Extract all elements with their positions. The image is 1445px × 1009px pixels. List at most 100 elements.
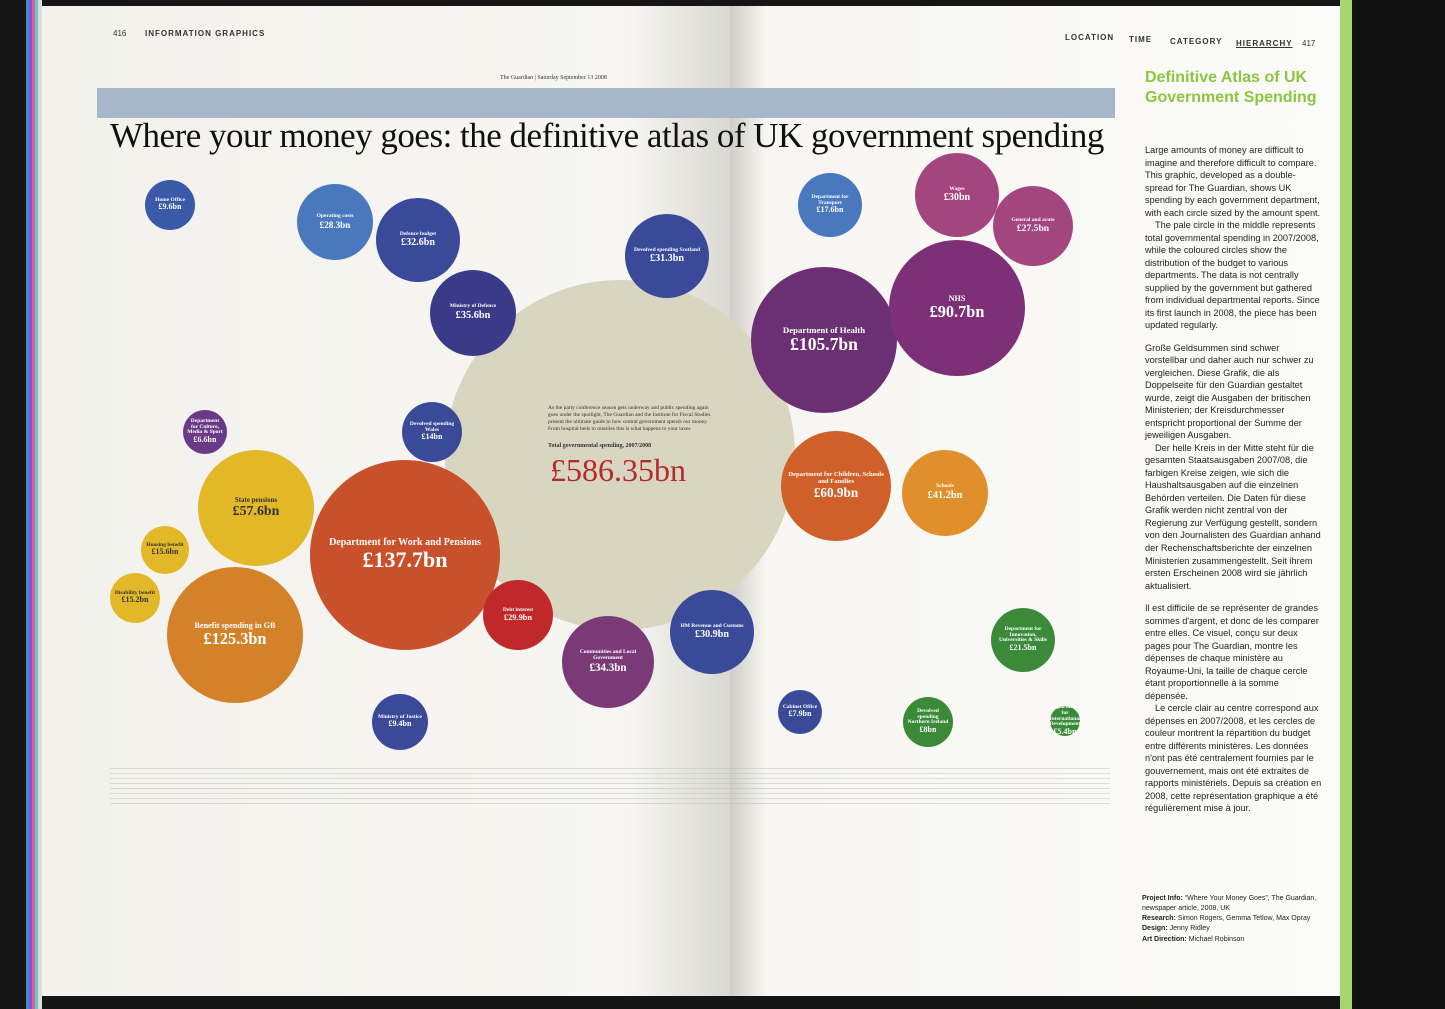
bubble-amount: £5.4bn	[1053, 727, 1077, 737]
bubble-label: Devolved spending Northern Ireland	[907, 707, 949, 726]
bubble-label: Ministry of Defence	[449, 303, 497, 310]
bubble: Department for Innovation, Universities …	[991, 608, 1055, 672]
bubble: Communities and Local Government £34.3bn	[562, 616, 654, 708]
bubble-amount: £17.6bn	[816, 205, 844, 215]
bubble-amount: £41.2bn	[927, 490, 963, 502]
bubble-amount: £30bn	[943, 192, 971, 204]
bubble: Debt interest £29.9bn	[483, 580, 553, 650]
bubble-label: Defence budget	[399, 230, 437, 237]
bubble-label: Schools	[936, 483, 954, 490]
bubble-label: Department of Health	[782, 324, 866, 335]
bubble-label: Department for International Development	[1049, 704, 1081, 728]
intro-text: As the party conference season gets unde…	[548, 405, 711, 433]
bubble: State pensions £57.6bn	[198, 450, 314, 566]
bubble-label: Department for Work and Pensions	[329, 536, 481, 548]
bubble: Defence budget £32.6bn	[376, 198, 460, 282]
bubble-label: State pensions	[234, 495, 278, 504]
paragraph: The pale circle in the middle represents…	[1145, 220, 1320, 331]
bubble: Wages £30bn	[915, 153, 999, 237]
bubble: Department of Health £105.7bn	[751, 267, 897, 413]
bubble: Devolved spending Wales £14bn	[402, 402, 462, 462]
bubble-amount: £9.4bn	[388, 719, 412, 729]
credit-line: Project Info: “Where Your Money Goes”, T…	[1142, 894, 1332, 914]
credit-label: Project Info:	[1142, 895, 1183, 902]
bubble-amount: £27.5bn	[1016, 222, 1050, 234]
bubble-amount: £57.6bn	[232, 503, 280, 519]
book-edge	[1340, 0, 1352, 1009]
bubble: Department for Transport £17.6bn	[798, 173, 862, 237]
book-edge	[26, 0, 42, 1009]
bubble: Devolved spending Northern Ireland £8bn	[903, 697, 953, 747]
bubble-amount: £90.7bn	[929, 302, 985, 322]
bubble-label: Devolved spending Wales	[409, 420, 455, 433]
bubble: Ministry of Justice £9.4bn	[372, 694, 428, 750]
bubble-amount: £137.7bn	[362, 547, 448, 573]
bubble: Ministry of Defence £35.6bn	[430, 270, 516, 356]
total-label: Total governmental spending, 2007/2008	[548, 443, 652, 449]
bubble-amount: £105.7bn	[790, 333, 858, 354]
header-bar	[97, 88, 1115, 118]
bubble-amount: £9.6bn	[158, 202, 182, 212]
bubble-label: Ministry of Justice	[378, 713, 422, 720]
credit-line: Design: Jenny Ridley	[1142, 924, 1332, 934]
bubble-label: Housing benefit	[146, 541, 184, 548]
bubble-amount: £8bn	[919, 725, 937, 735]
bubble: Department for Children, Schools and Fam…	[781, 431, 891, 541]
bubble: Housing benefit £15.6bn	[141, 526, 189, 574]
page-number: 416	[113, 29, 127, 38]
background	[1352, 0, 1445, 1009]
bubble-amount: £14bn	[421, 432, 443, 442]
bubble: Schools £41.2bn	[902, 450, 988, 536]
credit-label: Art Direction:	[1142, 935, 1187, 943]
paragraph: Große Geldsummen sind schwer vorstellbar…	[1145, 342, 1314, 441]
bubble-amount: £125.3bn	[203, 629, 267, 649]
bubble-label: HM Revenue and Customs	[680, 622, 744, 629]
bubble-label: NHS	[948, 293, 966, 303]
bubble-amount: £7.9bn	[788, 709, 812, 719]
bubble-amount: £31.3bn	[650, 253, 684, 265]
bubble-label: Department for Innovation, Universities …	[999, 625, 1047, 644]
nav-item: CATEGORY	[1170, 37, 1223, 46]
credit-text: Jenny Ridley	[1169, 925, 1210, 933]
bubble-amount: £15.6bn	[151, 547, 179, 557]
bubble: Benefit spending in GB £125.3bn	[167, 567, 303, 703]
bubble-amount: £29.9bn	[503, 613, 533, 623]
page-number: 417	[1302, 39, 1316, 48]
credit-text: Michael Robinson	[1188, 935, 1245, 943]
bubble-amount: £28.3bn	[319, 219, 351, 230]
newspaper-date: The Guardian | Saturday September 13 200…	[500, 75, 607, 81]
nav-item: HIERARCHY	[1236, 39, 1293, 48]
bubble-amount: £6.6bn	[193, 435, 217, 445]
bubble-label: Devolved spending Scotland	[633, 246, 700, 253]
bubble-label: Cabinet Office	[782, 703, 818, 710]
bubble-label: Department for Children, Schools and Fam…	[788, 470, 884, 485]
bubble-amount: £32.6bn	[401, 237, 435, 249]
bubble: Operating costs £28.3bn	[297, 184, 373, 260]
bubble-amount: £60.9bn	[813, 484, 859, 500]
bubble-label: Wages	[949, 185, 965, 192]
bubble-amount: £34.3bn	[589, 661, 627, 674]
bubble-label: Disability benefit	[114, 589, 156, 596]
nav-item: TIME	[1129, 35, 1153, 44]
notes	[110, 768, 1110, 808]
nav-item: LOCATION	[1065, 33, 1115, 42]
bubble-label: Department for Culture, Media & Sport	[187, 417, 223, 436]
bubble: General and acute £27.5bn	[993, 186, 1073, 266]
bubble: NHS £90.7bn	[889, 240, 1025, 376]
bubble-label: Benefit spending in GB	[194, 620, 276, 630]
bubble-label: Communities and Local Government	[579, 649, 637, 661]
credit-label: Research:	[1142, 915, 1176, 923]
section-title: INFORMATION GRAPHICS	[145, 29, 266, 38]
sidebar-title: Definitive Atlas of UK Government Spendi…	[1145, 69, 1317, 106]
paragraph: Le cercle clair au centre correspond aux…	[1145, 703, 1322, 814]
paragraph: Der helle Kreis in der Mitte steht für d…	[1145, 442, 1321, 591]
paragraph: Large amounts of money are difficult to …	[1145, 145, 1321, 218]
bubble-label: Debt interest	[502, 606, 534, 613]
credit-line: Research: Simon Rogers, Gemma Tetlow, Ma…	[1142, 914, 1332, 924]
bubble: Department for International Development…	[1049, 704, 1081, 737]
bubble-label: General and acute	[1011, 216, 1055, 223]
bubble: HM Revenue and Customs £30.9bn	[670, 590, 754, 674]
graphic-title: Where your money goes: the definitive at…	[110, 116, 1104, 155]
bubble-amount: £15.2bn	[121, 595, 149, 605]
